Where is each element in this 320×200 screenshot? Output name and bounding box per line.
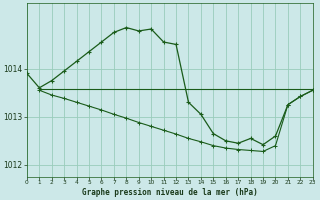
- X-axis label: Graphe pression niveau de la mer (hPa): Graphe pression niveau de la mer (hPa): [82, 188, 258, 197]
